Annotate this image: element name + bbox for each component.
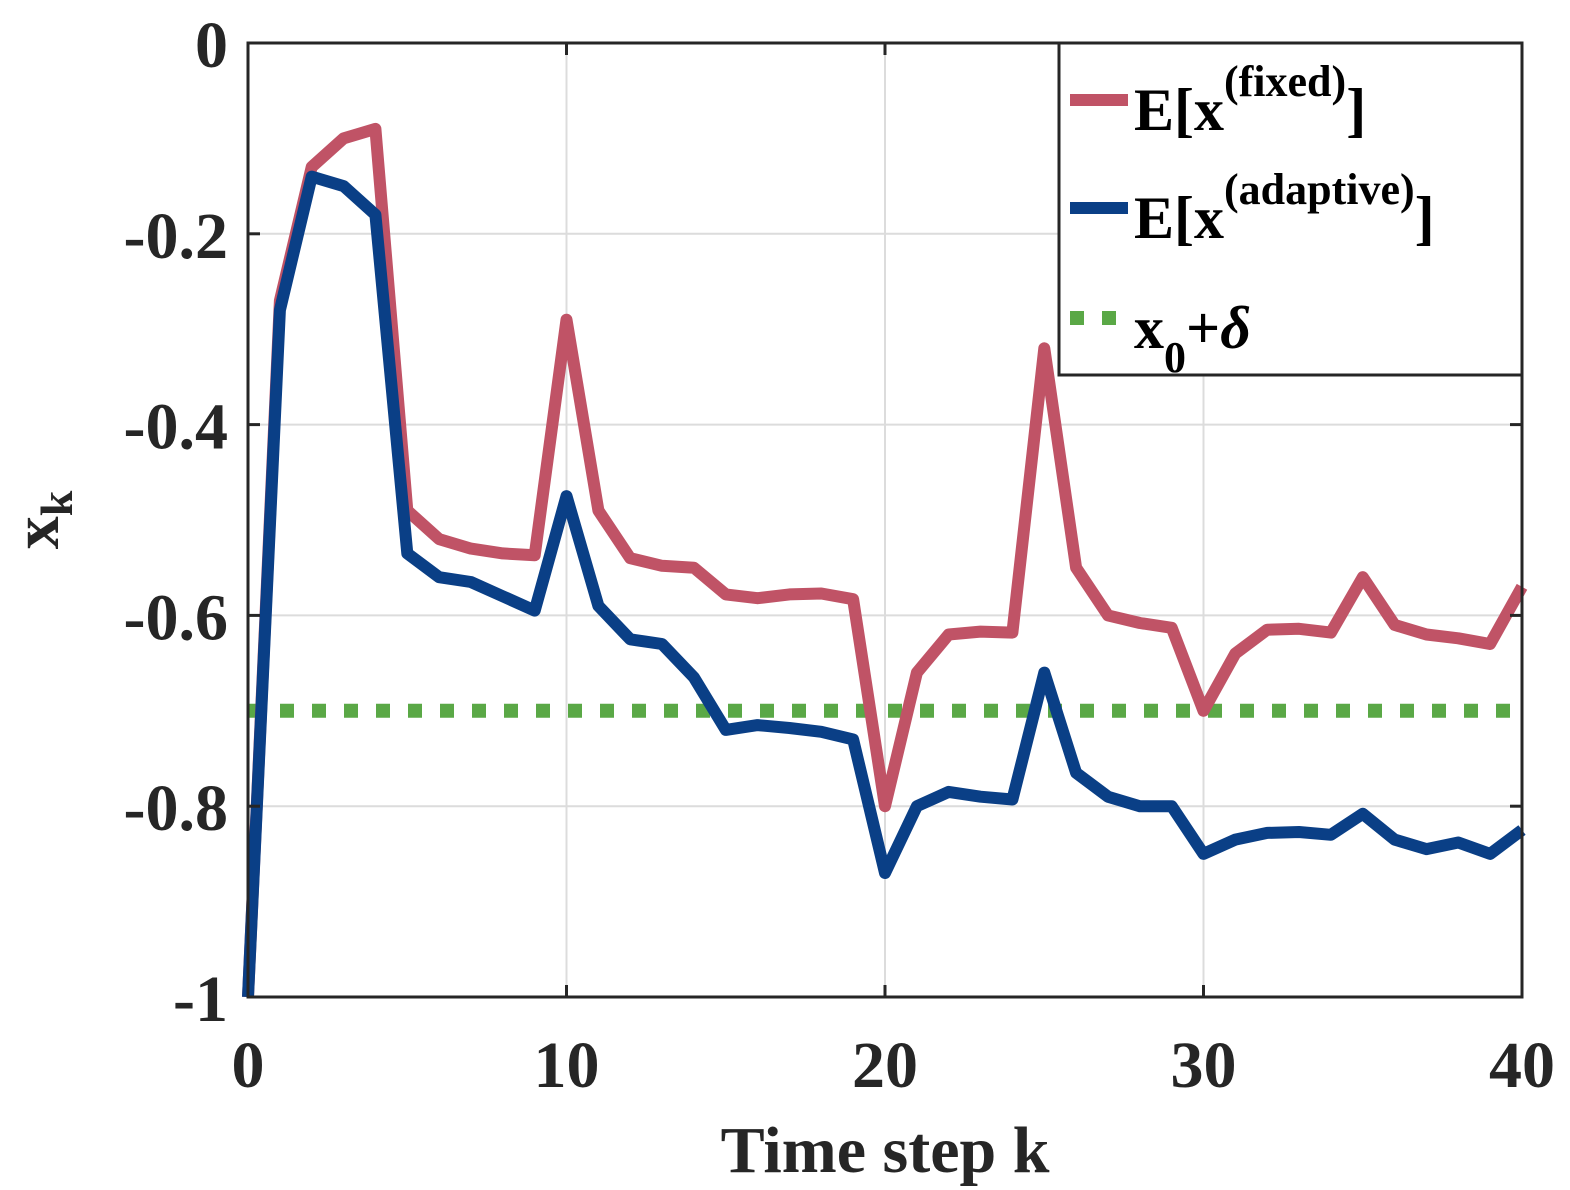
series-layer: [242, 43, 1528, 998]
legend-fixed-pre: E[x: [1134, 77, 1224, 143]
legend-threshold-sub: 0: [1164, 333, 1186, 382]
legend-adaptive-post: ]: [1415, 185, 1435, 251]
y-tick-label-4: -0.8: [124, 772, 228, 845]
legend-entry-adaptive: E[x(adaptive)]: [1134, 165, 1435, 251]
legend-box: [1057, 41, 1524, 377]
legend-threshold-delta: δ: [1220, 295, 1251, 361]
x-tick-label-0: 0: [232, 1029, 265, 1102]
x-tick-label-1: 10: [534, 1029, 600, 1102]
legend-fixed-sup: (fixed): [1224, 57, 1346, 106]
y-tick-label-1: -0.2: [124, 200, 228, 273]
axis-ticks: 0 10 20 30 40 0 -0.2 -0.4 -0.6 -0.8 -1: [124, 9, 1555, 1102]
x-tick-label-4: 40: [1489, 1029, 1555, 1102]
legend: E[x(fixed)] E[x(adaptive)] x0+δ: [1057, 41, 1524, 382]
legend-entry-fixed: E[x(fixed)]: [1134, 57, 1366, 143]
legend-entry-threshold: x0+δ: [1134, 295, 1251, 382]
legend-fixed-post: ]: [1346, 77, 1366, 143]
x-axis-label: Time step k: [721, 1114, 1050, 1187]
y-tick-label-5: -1: [173, 963, 228, 1036]
legend-threshold-post: +: [1186, 295, 1220, 361]
series-line-0: [242, 122, 1528, 998]
y-axis-label: xk: [0, 490, 82, 549]
x-tick-label-2: 20: [852, 1029, 918, 1102]
legend-threshold-pre: x: [1134, 295, 1164, 361]
legend-adaptive-pre: E[x: [1134, 185, 1224, 251]
y-tick-label-0: 0: [195, 9, 228, 82]
y-axis-label-base: x: [0, 516, 73, 549]
x-tick-label-3: 30: [1171, 1029, 1237, 1102]
legend-adaptive-sup: (adaptive): [1224, 165, 1415, 214]
series-line-1: [242, 170, 1526, 998]
y-axis-label-subscript: k: [31, 490, 82, 516]
y-tick-label-2: -0.4: [124, 391, 228, 464]
y-tick-label-3: -0.6: [124, 581, 228, 654]
